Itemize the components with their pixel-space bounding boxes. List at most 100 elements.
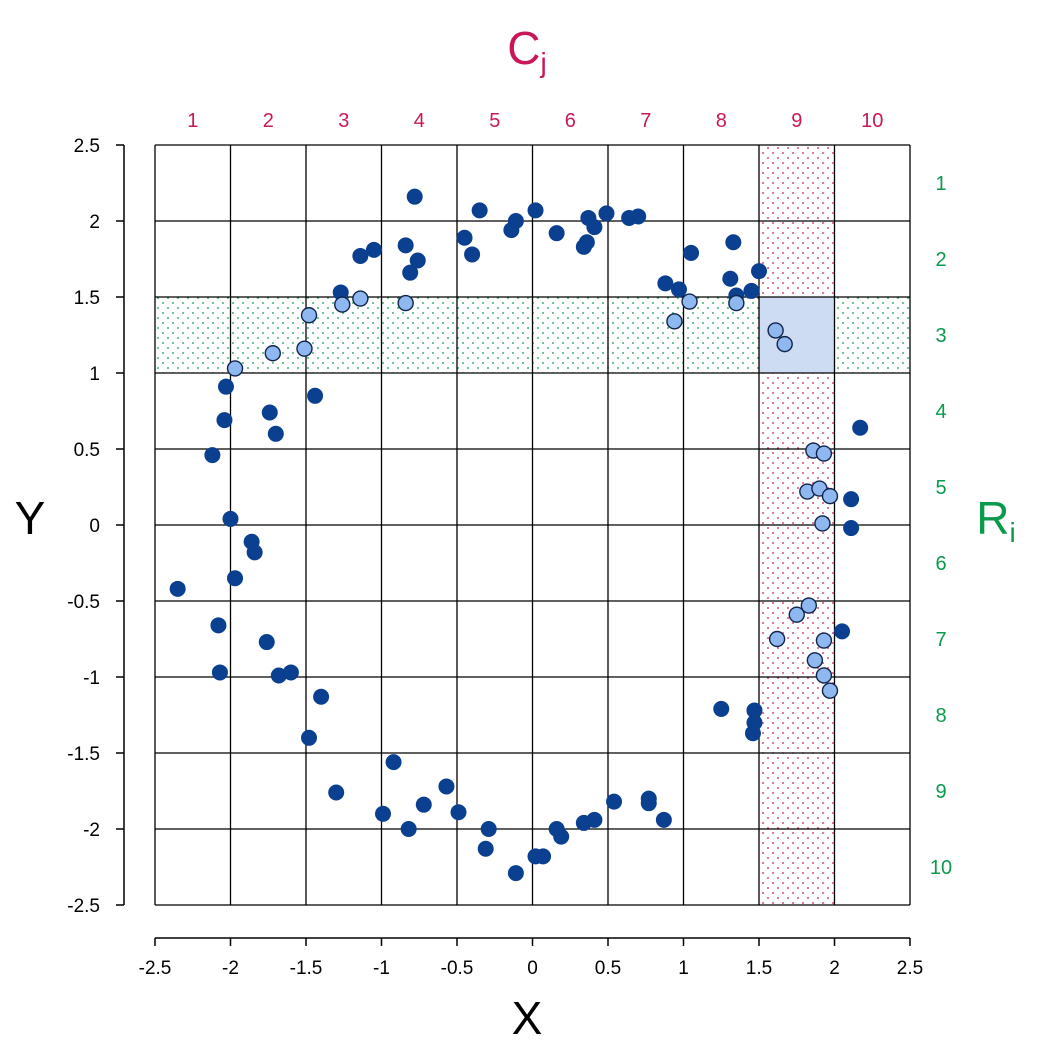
data-point-dark [657, 275, 674, 292]
column-index-label: 2 [263, 110, 274, 132]
data-point-dark [586, 219, 603, 236]
x-tick-label: 0 [527, 958, 538, 979]
row-index-label: 7 [935, 629, 946, 651]
row-index-label: 6 [935, 553, 946, 575]
data-point-dark [169, 580, 186, 597]
data-point-dark [464, 246, 481, 263]
y-tick-label: -2.5 [67, 896, 100, 917]
data-point-dark [406, 188, 423, 205]
y-tick-label: 0 [89, 516, 100, 537]
x-tick-label: 2 [829, 958, 840, 979]
data-point-dark [375, 805, 392, 822]
data-point-dark [575, 238, 592, 255]
x-tick-label: -0.5 [441, 958, 474, 979]
data-point-light [815, 445, 833, 462]
data-point-dark [216, 412, 233, 429]
column-index-label: 1 [187, 110, 198, 132]
data-point-light [800, 597, 818, 614]
data-point-dark [450, 804, 467, 821]
axes-layer: 2.5 2 1.5 1 0.5 0 -0.5 -1 -1.5 -2 -2.5 -2.5 -2 -1.5 -1… [67, 136, 923, 979]
y-tick-label: -1.5 [67, 744, 100, 765]
x-tick-label: -2.5 [139, 958, 172, 979]
data-point-dark [743, 282, 760, 299]
data-point-dark [397, 237, 414, 254]
data-point-dark [586, 811, 603, 828]
data-point-dark [261, 404, 278, 421]
data-point-light [806, 652, 824, 669]
data-point-dark [210, 617, 227, 634]
data-point-light [815, 667, 833, 684]
data-point-dark [630, 208, 647, 225]
row-index-label: 8 [935, 705, 946, 727]
data-point-dark [328, 784, 345, 801]
data-point-dark [471, 202, 488, 219]
row-index-label: 5 [935, 477, 946, 499]
data-point-light [300, 307, 318, 324]
data-point-dark [402, 264, 419, 281]
data-point-dark [527, 202, 544, 219]
column-index-label: 3 [338, 110, 349, 132]
row-index-label: 1 [935, 173, 946, 195]
x-tick-label: -1.5 [290, 958, 323, 979]
data-point-dark [313, 688, 330, 705]
column-index-label: 7 [640, 110, 651, 132]
data-point-light [821, 487, 839, 505]
column-index-title: Cj [507, 22, 546, 78]
data-point-light [788, 606, 805, 623]
x-tick-label: 0.5 [595, 958, 621, 979]
data-point-light [815, 632, 833, 649]
data-point-dark [670, 281, 687, 298]
data-point-dark [553, 828, 570, 845]
data-point-dark [246, 544, 263, 561]
x-tick-label: 2.5 [897, 958, 923, 979]
data-point-dark [385, 754, 402, 771]
data-point-dark [438, 778, 455, 795]
row-index-title-main: R [976, 492, 1009, 544]
y-tick-label: 0.5 [74, 440, 100, 461]
data-point-light [776, 335, 793, 353]
data-point-dark [852, 419, 869, 436]
data-point-light [681, 293, 698, 310]
column-index-label: 6 [565, 110, 576, 132]
column-index-label: 10 [861, 110, 883, 132]
column-index-title-main: C [507, 22, 540, 74]
data-point-dark [535, 848, 552, 865]
data-point-dark [744, 725, 761, 742]
data-point-dark [507, 213, 524, 229]
data-point-dark [598, 205, 615, 222]
x-tick-label: -2 [222, 958, 239, 979]
data-point-dark [307, 387, 324, 404]
data-point-dark [365, 241, 382, 258]
data-point-dark [640, 795, 657, 812]
y-axis-title: Y [15, 492, 46, 544]
data-point-dark [400, 821, 417, 837]
data-point-light [226, 360, 244, 377]
data-point-dark [725, 234, 742, 251]
data-point-dark [217, 378, 234, 395]
data-point-dark [834, 623, 851, 640]
row-index-label: 9 [935, 781, 946, 803]
x-tick-label: 1 [678, 958, 689, 979]
y-tick-label: 1 [89, 364, 100, 385]
data-point-light [352, 290, 369, 307]
column-index-label: 8 [716, 110, 727, 132]
column-index-label: 4 [414, 110, 425, 132]
data-point-dark [352, 247, 369, 264]
row-index-label: 2 [935, 249, 946, 271]
data-point-dark [548, 225, 565, 242]
data-point-light [334, 296, 351, 313]
data-point-dark [722, 270, 739, 287]
x-axis-title: X [512, 992, 543, 1042]
data-point-dark [655, 811, 672, 828]
data-point-light [767, 322, 784, 339]
data-point-dark [301, 729, 318, 746]
data-point-dark [713, 700, 730, 717]
data-point-light [666, 313, 683, 330]
data-point-dark [222, 510, 239, 527]
data-point-light [768, 630, 786, 648]
row-index-label: 4 [935, 401, 946, 423]
data-point-dark [282, 664, 299, 681]
row-index-label: 3 [935, 325, 946, 347]
column-index-title-sub: j [540, 47, 547, 78]
points-layer [169, 188, 869, 882]
